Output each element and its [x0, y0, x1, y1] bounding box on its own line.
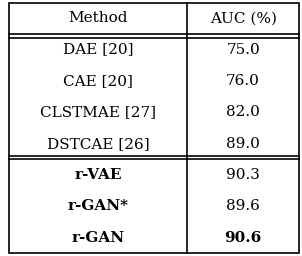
Text: DAE [20]: DAE [20] [63, 42, 133, 57]
Text: 89.0: 89.0 [226, 137, 260, 151]
Text: CLSTMAE [27]: CLSTMAE [27] [40, 105, 156, 119]
Text: CAE [20]: CAE [20] [63, 74, 133, 88]
Text: 89.6: 89.6 [226, 199, 260, 214]
Text: r-GAN: r-GAN [72, 231, 125, 245]
Text: r-VAE: r-VAE [75, 168, 122, 182]
Text: 82.0: 82.0 [226, 105, 260, 119]
Text: AUC (%): AUC (%) [210, 11, 277, 25]
Text: 90.6: 90.6 [225, 231, 262, 245]
Text: 76.0: 76.0 [226, 74, 260, 88]
Text: Method: Method [69, 11, 128, 25]
Text: 75.0: 75.0 [226, 42, 260, 57]
Text: 90.3: 90.3 [226, 168, 260, 182]
Text: r-GAN*: r-GAN* [68, 199, 129, 214]
Text: DSTCAE [26]: DSTCAE [26] [47, 137, 149, 151]
